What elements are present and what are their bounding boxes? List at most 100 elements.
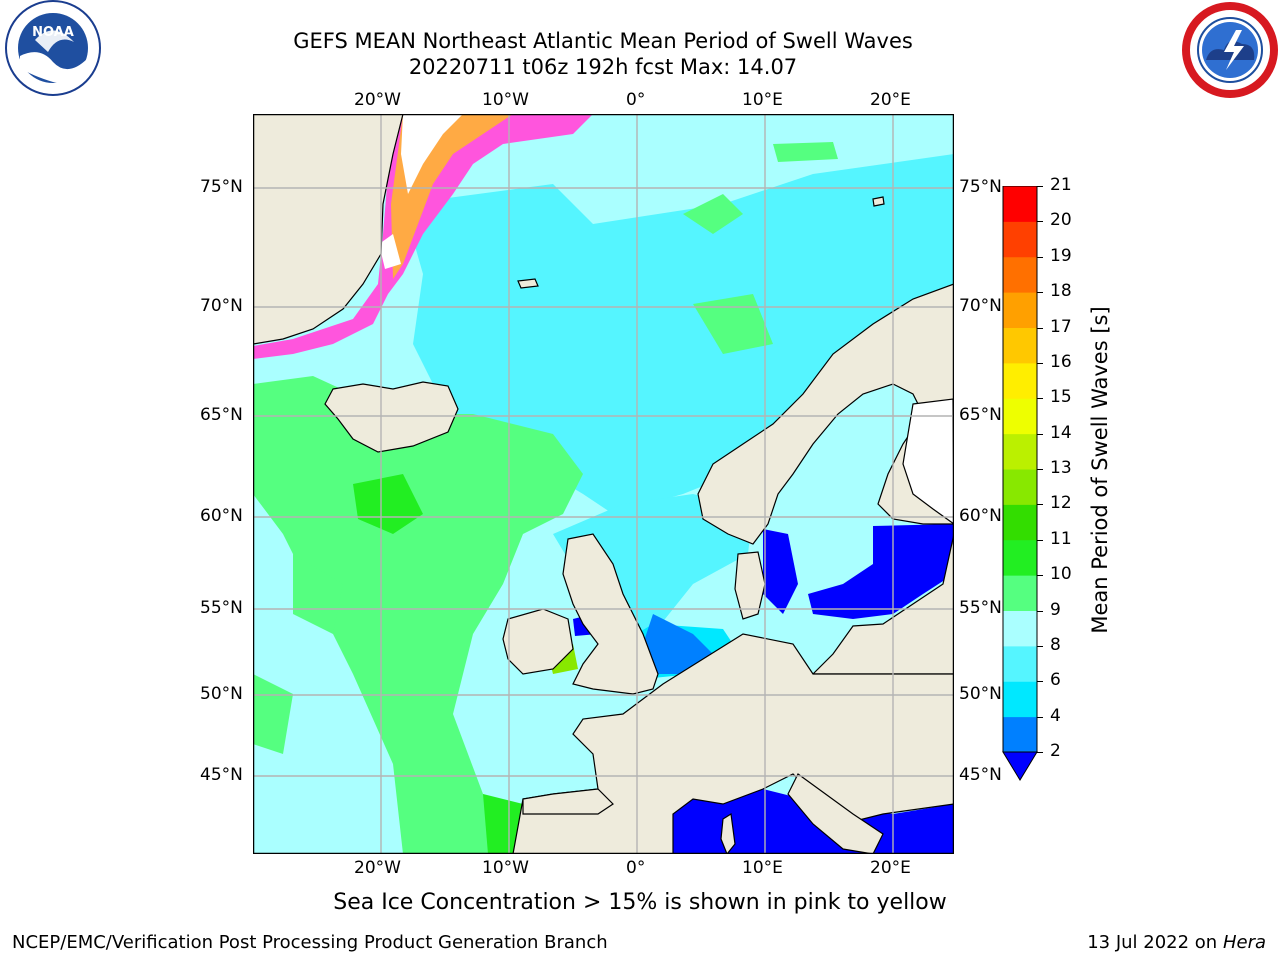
period-9-10-zone [773,142,838,162]
colorbar-tick-label: 19 [1050,245,1072,266]
kattegat-low-period [763,529,798,614]
lat-label-left: 50°N [200,684,243,704]
colorbar-tick-mark [1037,433,1043,435]
ice-unmasked-white [401,114,463,194]
period-9-10-zone [293,554,343,634]
ice-caption: Sea Ice Concentration > 15% is shown in … [333,890,947,915]
colorbar-tick-label: 10 [1050,564,1072,585]
colorbar-tick-mark [1037,575,1043,577]
colorbar-band [1003,433,1037,470]
lat-label-left: 65°N [200,405,243,425]
chart-title: GEFS MEAN Northeast Atlantic Mean Period… [293,29,913,53]
colorbar-band [1003,539,1037,576]
footer-left: NCEP/EMC/Verification Post Processing Pr… [12,932,608,953]
chart-subtitle: 20220711 t06z 192h fcst Max: 14.07 [408,55,798,79]
colorbar-band [1003,256,1037,293]
lon-label-bottom: 10°E [742,858,783,878]
noaa-logo-text: NOAA [32,25,74,40]
lon-label-top: 20°E [870,90,911,110]
lat-label-right: 65°N [959,405,1002,425]
colorbar-tick-mark [1037,752,1043,753]
lat-label-left: 60°N [200,506,243,526]
colorbar-band [1003,186,1037,222]
lat-label-right: 55°N [959,598,1002,618]
swell-period-map [252,113,955,855]
colorbar-tick-label: 9 [1050,599,1061,620]
colorbar-tick-mark [1037,256,1043,258]
lon-label-top: 0° [626,90,646,110]
colorbar-tick-label: 12 [1050,493,1072,514]
colorbar-tick-mark [1037,610,1043,612]
period-9-10-zone [253,674,293,754]
nws-logo [1180,0,1280,100]
colorbar-band [1003,610,1037,647]
colorbar-tick-mark [1037,716,1043,718]
colorbar-label-wrap: Mean Period of Swell Waves [s] [1085,280,1115,660]
colorbar-band [1003,681,1037,718]
footer-right: 13 Jul 2022 on Hera [1087,932,1266,953]
colorbar-tick-mark [1037,469,1043,470]
colorbar-tick-label: 15 [1050,387,1072,408]
colorbar-tick-mark [1037,398,1043,400]
lat-label-left: 75°N [200,177,243,197]
colorbar-tick-label: 21 [1050,175,1072,195]
map-frame [252,113,955,855]
colorbar-tick-label: 17 [1050,316,1072,337]
colorbar-tick-label: 20 [1050,210,1072,231]
colorbar-band [1003,716,1037,753]
colorbar-label: Mean Period of Swell Waves [s] [1088,306,1112,634]
lat-label-right: 75°N [959,177,1002,197]
colorbar-band [1003,327,1037,364]
baltic-low-period [808,524,954,619]
lat-label-right: 60°N [959,506,1002,526]
lat-label-left: 45°N [200,765,243,785]
colorbar-tick-label: 14 [1050,422,1072,443]
footer-host: Hera [1222,932,1266,953]
lon-label-bottom: 10°W [482,858,529,878]
colorbar-tick-mark [1037,539,1043,541]
colorbar-tick-mark [1037,504,1043,506]
lon-label-top: 10°E [742,90,783,110]
channel-low-period [643,614,713,674]
colorbar-tick-mark [1037,681,1043,683]
colorbar-tick-label: 4 [1050,705,1061,726]
colorbar-band [1003,362,1037,399]
colorbar-tick-mark [1037,645,1043,647]
colorbar-extend-triangle [1002,751,1038,781]
lat-label-right: 50°N [959,684,1002,704]
colorbar-tick-label: 8 [1050,634,1061,655]
footer-date: 13 Jul 2022 on [1087,932,1223,953]
colorbar-tick-mark [1037,362,1043,364]
lon-label-bottom: 20°W [354,858,401,878]
lon-label-bottom: 0° [626,858,646,878]
colorbar-tick-label: 2 [1050,741,1061,761]
colorbar-tick-mark [1037,186,1043,187]
colorbar-band [1003,645,1037,682]
noaa-logo: NOAA [0,0,106,100]
colorbar-tick-label: 11 [1050,528,1072,549]
colorbar-tick-label: 6 [1050,670,1061,691]
colorbar-tick-label: 16 [1050,351,1072,372]
lon-label-bottom: 20°E [870,858,911,878]
colorbar-ticks: 21 20 19 18 17 16 15 14 13 12 11 10 9 8 6 4 2 [1037,175,1080,766]
colorbar-band [1003,469,1037,505]
colorbar-tick-label: 13 [1050,458,1072,478]
colorbar-tick-mark [1037,327,1043,329]
colorbar-band [1003,221,1037,258]
graticule [253,114,954,854]
colorbar-band [1003,575,1037,611]
lat-label-right: 70°N [959,296,1002,316]
colorbar-band [1003,504,1037,541]
colorbar-band [1003,398,1037,435]
land [253,114,954,854]
colorbar [1000,185,1040,786]
period-6-8-zone [403,154,954,514]
colorbar-tick-mark [1037,221,1043,223]
lat-label-left: 70°N [200,296,243,316]
colorbar-tick-label: 18 [1050,281,1072,302]
lat-label-right: 45°N [959,765,1002,785]
period-9-10-zone [683,194,743,234]
period-9-10-zone [253,376,583,854]
lon-label-top: 10°W [482,90,529,110]
lon-label-top: 20°W [354,90,401,110]
